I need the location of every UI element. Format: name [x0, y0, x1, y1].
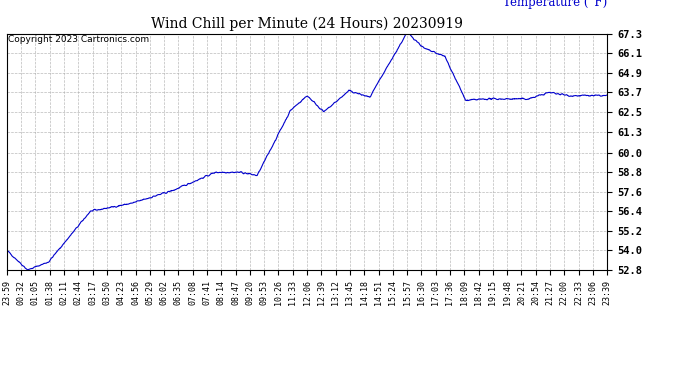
Text: Copyright 2023 Cartronics.com: Copyright 2023 Cartronics.com: [8, 35, 149, 44]
Text: Temperature (°F): Temperature (°F): [503, 0, 607, 9]
Title: Wind Chill per Minute (24 Hours) 20230919: Wind Chill per Minute (24 Hours) 2023091…: [151, 17, 463, 31]
